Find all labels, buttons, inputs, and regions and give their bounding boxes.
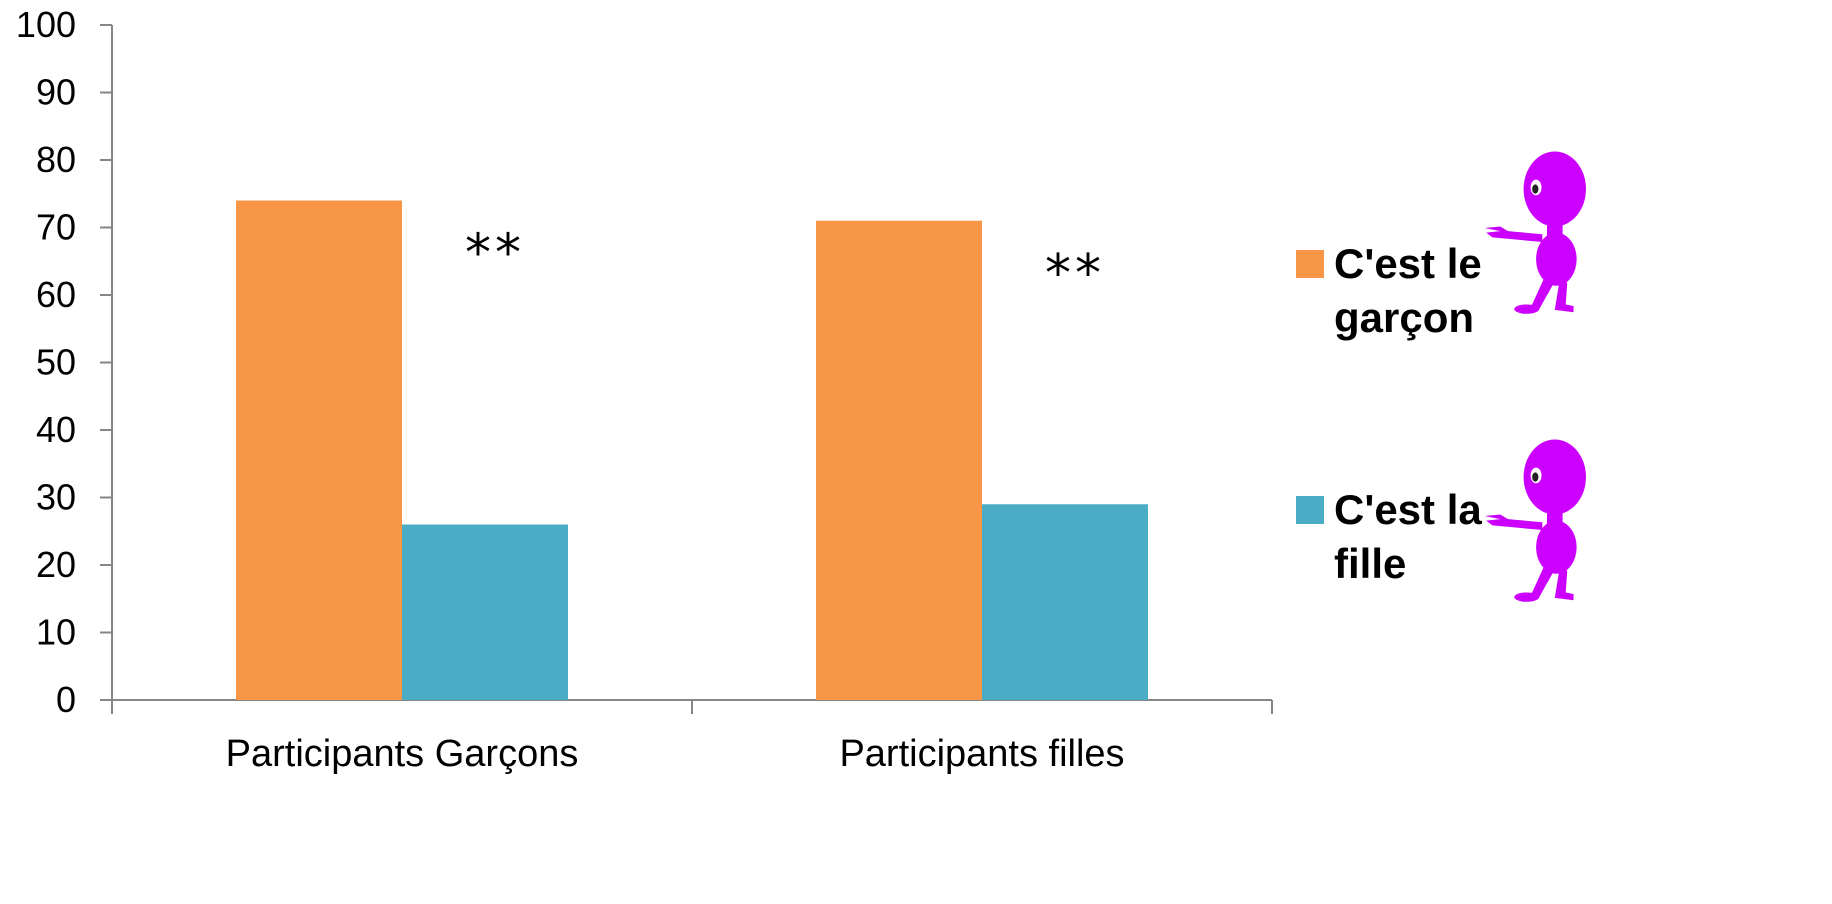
x-category-label: Participants Garçons [226,733,579,775]
labels: 0 10 20 30 40 50 60 70 80 90 100 Participants Garço… [16,4,1125,775]
y-tick-label: 70 [36,207,76,248]
legend: C'est le garçon C'est la fille [1296,151,1586,602]
legend-swatch [1296,496,1324,524]
significance-annotation: ** [465,224,525,284]
x-category-label: Participants filles [839,733,1124,775]
bar [816,220,982,700]
y-tick-label: 10 [36,612,76,653]
y-tick-label: 20 [36,544,76,585]
bars [236,200,1148,700]
alien-figure [1484,151,1586,314]
purple-alien-pointing-icon [1484,151,1586,314]
legend-label: C'est la [1334,486,1482,533]
y-tick-label: 40 [36,409,76,450]
y-tick-label: 80 [36,139,76,180]
y-tick-label: 50 [36,342,76,383]
alien-figure [1484,439,1586,602]
y-tick-label: 100 [16,4,76,45]
bar [982,504,1148,700]
y-tick-label: 90 [36,72,76,113]
y-tick-label: 30 [36,477,76,518]
significance-annotation: ** [1045,244,1105,304]
legend-label: garçon [1334,294,1474,341]
bar [402,524,568,700]
legend-swatch [1296,250,1324,278]
purple-alien-pointing-icon [1484,439,1586,602]
y-tick-label: 0 [56,679,76,720]
legend-label: fille [1334,540,1406,587]
bar [236,200,402,700]
y-tick-label: 60 [36,274,76,315]
legend-label: C'est le [1334,240,1482,287]
